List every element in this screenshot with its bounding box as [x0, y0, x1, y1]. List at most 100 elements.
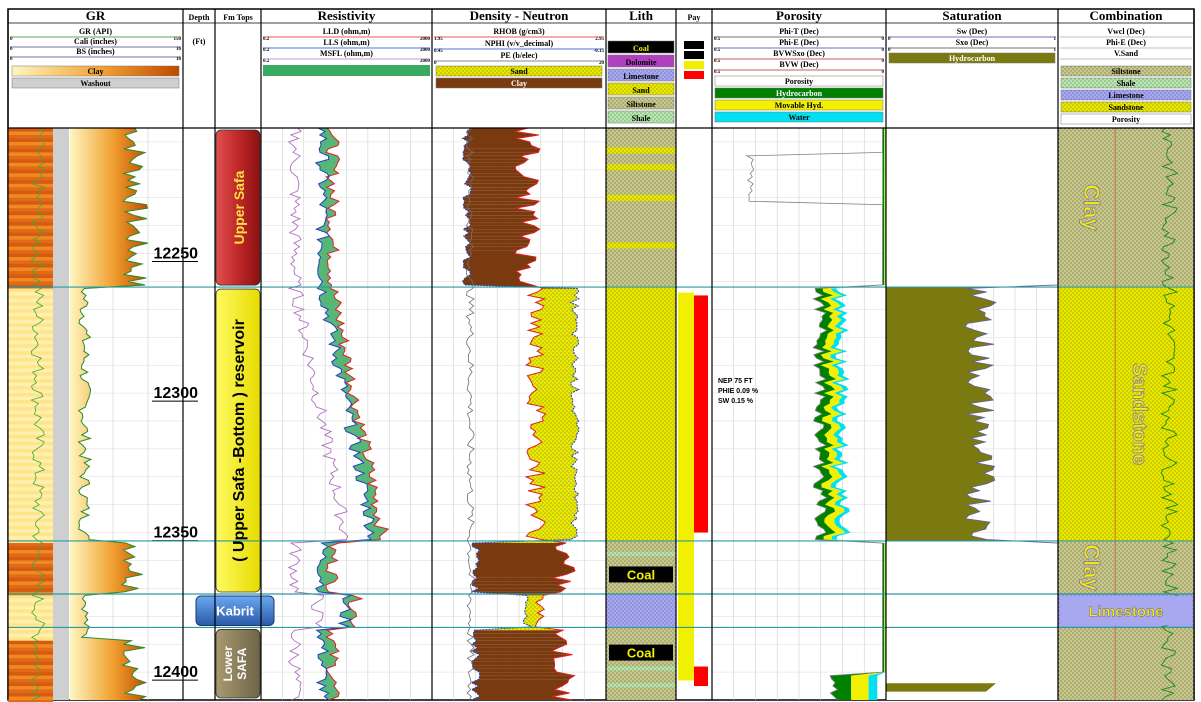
clay-fill	[473, 633, 561, 638]
curve-scale-max: 2000	[420, 48, 431, 53]
gr-clay-band	[8, 459, 53, 464]
gr-clay-band	[8, 434, 53, 440]
gr-clay-band	[8, 616, 53, 621]
gr-clay-band	[8, 250, 53, 255]
porosity-annotation: NEP 75 FT	[718, 378, 753, 385]
track-title: Resistivity	[318, 8, 376, 23]
caliper-curve	[30, 127, 46, 701]
curve-name: Sxo (Dec)	[956, 38, 989, 47]
clay-fill	[462, 159, 528, 163]
sand-fill	[531, 420, 579, 425]
legend-label: Limestone	[1108, 91, 1144, 100]
gr-clay-band	[8, 316, 53, 321]
resistivity-fill-legend	[263, 65, 430, 76]
curve-scale-min: 0.5	[714, 70, 721, 75]
gr-washout-fill	[53, 128, 69, 700]
gr-clay-band	[8, 529, 53, 534]
gr-clay-band	[8, 532, 53, 538]
clay-fill	[463, 208, 535, 212]
gr-clay-band	[8, 668, 53, 674]
sand-fill	[531, 389, 579, 394]
gr-clay-band	[8, 291, 53, 297]
clay-fill	[468, 218, 538, 223]
gr-clay-band	[8, 550, 53, 555]
gr-clay-band	[8, 658, 53, 663]
gr-clay-band	[8, 354, 53, 360]
legend-label: Sand	[510, 67, 528, 76]
sand-fill	[530, 323, 578, 327]
legend-label: Dolomite	[625, 58, 657, 67]
sand-fill	[527, 375, 578, 380]
legend-swatch	[1060, 65, 1192, 77]
gr-clay-band	[8, 162, 53, 168]
gr-clay-band	[8, 229, 53, 234]
curve-scale-min: 0.2	[263, 59, 270, 64]
formation-1: Upper Safa	[215, 129, 261, 286]
combination-interval	[1058, 128, 1194, 288]
sand-fill	[533, 333, 578, 338]
gr-clay-band	[8, 511, 53, 517]
legend-swatch	[714, 87, 884, 99]
gr-clay-band	[8, 302, 53, 307]
sand-fill	[541, 414, 577, 418]
clay-fill	[476, 553, 569, 557]
clay-fill	[472, 640, 567, 645]
gr-clay-band	[8, 211, 53, 217]
gr-clay-band	[8, 358, 53, 363]
porosity-annotation: PHIE 0.09 %	[718, 388, 759, 395]
gr-clay-band	[8, 431, 53, 436]
gr-curve	[77, 127, 149, 701]
sand-fill	[530, 340, 579, 345]
gr-clay-band	[8, 679, 53, 684]
gr-clay-band	[8, 309, 53, 314]
gr-clay-band	[8, 257, 53, 262]
curve-scale-min: 6	[10, 57, 13, 62]
track-title: Density - Neutron	[470, 8, 569, 23]
legend-label: Hydrocarbon	[949, 54, 996, 63]
clay-fill	[476, 550, 567, 554]
gr-clay-band	[8, 574, 53, 579]
gr-clay-band	[8, 386, 53, 391]
sand-fill	[526, 595, 544, 599]
clay-fill	[464, 183, 537, 188]
curve-scale-min: 0	[10, 37, 13, 42]
gr-clay-band	[8, 128, 53, 133]
sand-fill	[528, 358, 579, 362]
legend-swatch	[607, 82, 675, 96]
clay-fill	[471, 651, 573, 655]
gr-clay-band	[8, 577, 53, 583]
clay-fill	[465, 211, 535, 216]
sand-fill	[537, 288, 579, 292]
sand-fill	[532, 434, 577, 439]
gr-clay-band	[8, 344, 53, 349]
gr-clay-band	[8, 351, 53, 356]
gr-clay-band	[8, 145, 53, 150]
formation-box	[215, 129, 261, 286]
gr-clay-band	[8, 633, 53, 639]
clay-fill	[467, 239, 530, 244]
curve-name: Phi-T (Dec)	[779, 27, 819, 36]
gr-clay-band	[8, 396, 53, 402]
sand-fill	[526, 365, 576, 369]
movable-hyd-fill	[820, 128, 886, 700]
gr-clay-band	[8, 445, 53, 450]
nphi-curve	[461, 127, 580, 701]
curve-name: PE (b/elec)	[500, 51, 537, 60]
gr-clay-band	[8, 501, 53, 506]
track-title: Lith	[629, 8, 654, 23]
gr-clay-band	[8, 563, 53, 569]
sand-fill	[526, 361, 575, 366]
lith-track: Coal Coal	[606, 128, 676, 700]
gr-clay-band	[8, 588, 53, 593]
legend-label: Shale	[632, 114, 651, 123]
gr-clay-band	[8, 281, 53, 286]
sand-fill	[537, 351, 575, 355]
gr-clay-band	[8, 637, 53, 642]
curve-name: LLD (ohm,m)	[323, 27, 371, 36]
porosity-annotation: SW 0.15 %	[718, 398, 754, 405]
phi-t-curve	[745, 128, 883, 701]
clay-fill	[462, 155, 528, 160]
gr-clay-band	[8, 222, 53, 227]
sand-fill	[528, 490, 579, 495]
clay-fill	[471, 661, 555, 666]
